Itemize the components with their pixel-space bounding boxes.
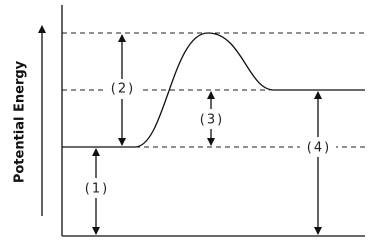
label-2: (2) <box>111 82 135 97</box>
label-4: (4) <box>307 141 331 156</box>
label-3: (3) <box>200 113 224 128</box>
label-1: (1) <box>85 182 109 197</box>
label-bg <box>194 109 228 129</box>
label-bg <box>300 137 336 157</box>
y-axis-label: Potential Energy <box>13 60 28 183</box>
label-bg <box>105 79 139 99</box>
energy-curve <box>62 32 365 148</box>
label-bg <box>82 178 112 198</box>
